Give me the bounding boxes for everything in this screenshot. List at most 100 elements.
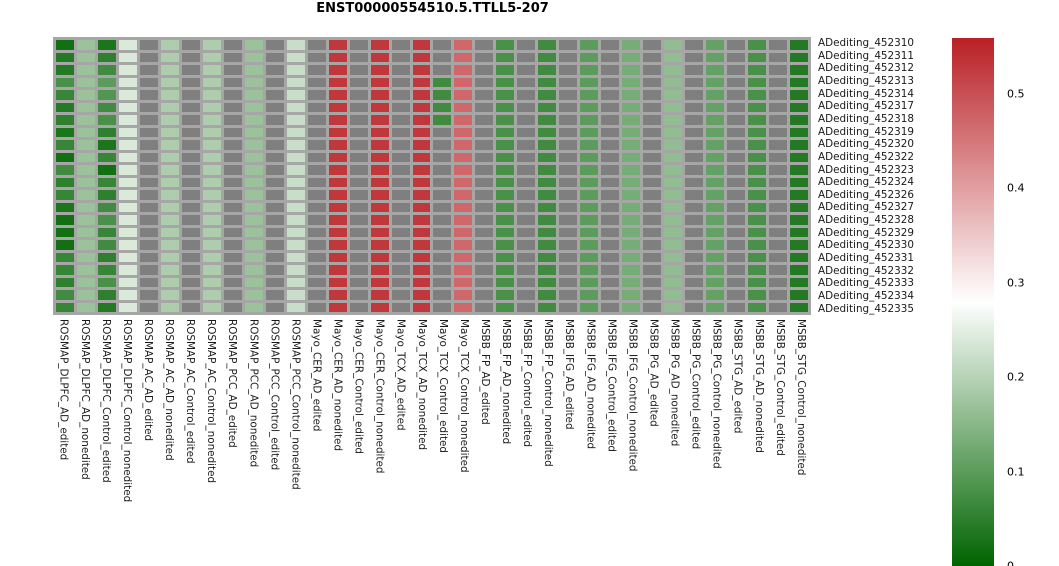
heatmap-cell xyxy=(748,140,767,150)
column-label: MSBB_IFG_AD_nonedited xyxy=(584,319,597,450)
heatmap-cell xyxy=(349,65,368,75)
heatmap-cell xyxy=(685,240,704,250)
heatmap-cell xyxy=(76,177,95,187)
heatmap-cell xyxy=(118,290,137,300)
heatmap-cell xyxy=(748,52,767,62)
heatmap-cell xyxy=(223,102,242,112)
heatmap-cell xyxy=(706,40,725,50)
heatmap-cell xyxy=(769,115,788,125)
heatmap-cell xyxy=(790,115,808,125)
heatmap-cell xyxy=(56,252,74,262)
row-label: ADediting_452318 xyxy=(818,112,914,125)
heatmap-cell xyxy=(664,52,683,62)
heatmap-cell xyxy=(748,215,767,225)
heatmap-cell xyxy=(349,102,368,112)
heatmap-cell xyxy=(643,240,662,250)
heatmap-cell xyxy=(118,127,137,137)
heatmap-cell xyxy=(580,177,599,187)
heatmap-cell xyxy=(265,227,284,237)
heatmap-cell xyxy=(97,40,116,50)
heatmap-cell xyxy=(790,252,808,262)
heatmap-cell xyxy=(244,215,263,225)
heatmap-cell xyxy=(370,165,389,175)
heatmap-cell xyxy=(685,290,704,300)
heatmap-cell xyxy=(538,140,557,150)
heatmap-cell xyxy=(622,115,641,125)
heatmap-cell xyxy=(769,77,788,87)
heatmap-cell xyxy=(664,202,683,212)
heatmap-cell xyxy=(56,40,74,50)
heatmap-cell xyxy=(76,152,95,162)
heatmap-cell xyxy=(664,177,683,187)
heatmap-cell xyxy=(412,252,431,262)
row-label: ADediting_452330 xyxy=(818,239,914,252)
heatmap-cell xyxy=(412,102,431,112)
heatmap-cell xyxy=(685,202,704,212)
column-label: ROSMAP_DLPFC_AD_nonedited xyxy=(78,319,91,480)
heatmap-cell xyxy=(664,115,683,125)
heatmap-cell xyxy=(601,265,620,275)
heatmap-cell xyxy=(56,190,74,200)
heatmap-cell xyxy=(328,127,347,137)
heatmap-cell xyxy=(496,240,515,250)
heatmap-cell xyxy=(559,102,578,112)
heatmap-cell xyxy=(559,140,578,150)
heatmap-cell xyxy=(223,90,242,100)
heatmap-cell xyxy=(727,152,746,162)
heatmap-cell xyxy=(118,190,137,200)
heatmap-cell xyxy=(139,140,158,150)
heatmap-cell xyxy=(160,290,179,300)
heatmap-cell xyxy=(517,127,536,137)
heatmap-cell xyxy=(56,140,74,150)
heatmap-cell xyxy=(664,277,683,287)
heatmap-cell xyxy=(664,77,683,87)
heatmap-cell xyxy=(475,165,494,175)
heatmap-cell xyxy=(244,240,263,250)
column-label: Mayo_TCX_Control_edited xyxy=(436,319,449,454)
heatmap-cell xyxy=(97,265,116,275)
heatmap-cell xyxy=(349,115,368,125)
heatmap-cell xyxy=(496,152,515,162)
heatmap-cell xyxy=(56,102,74,112)
heatmap-cell xyxy=(580,127,599,137)
heatmap-cell xyxy=(706,65,725,75)
column-label-slot: Mayo_CER_Control_edited xyxy=(348,319,369,566)
heatmap-cell xyxy=(97,65,116,75)
heatmap-cell xyxy=(56,227,74,237)
heatmap-cell xyxy=(118,90,137,100)
heatmap-cell xyxy=(706,177,725,187)
heatmap-cell xyxy=(97,102,116,112)
heatmap-cell xyxy=(76,40,95,50)
heatmap-cell xyxy=(685,277,704,287)
heatmap-cell xyxy=(769,290,788,300)
heatmap-cell xyxy=(181,252,200,262)
heatmap-cell xyxy=(328,152,347,162)
heatmap-cell xyxy=(706,115,725,125)
heatmap-cell xyxy=(118,227,137,237)
heatmap-cell xyxy=(139,265,158,275)
heatmap-cell xyxy=(790,302,808,312)
heatmap-cell xyxy=(370,127,389,137)
heatmap-cell xyxy=(559,190,578,200)
heatmap-cell xyxy=(76,265,95,275)
heatmap-cell xyxy=(454,115,473,125)
heatmap-cell xyxy=(181,277,200,287)
heatmap-cell xyxy=(370,65,389,75)
heatmap-cell xyxy=(76,190,95,200)
heatmap-cell xyxy=(580,290,599,300)
heatmap-cell xyxy=(56,115,74,125)
heatmap-cell xyxy=(601,240,620,250)
heatmap-cell xyxy=(727,265,746,275)
heatmap-cell xyxy=(706,277,725,287)
column-label: ROSMAP_AC_AD_edited xyxy=(141,319,154,442)
heatmap-cell xyxy=(223,277,242,287)
heatmap-cell xyxy=(580,115,599,125)
heatmap-cell xyxy=(160,52,179,62)
heatmap-cell xyxy=(706,252,725,262)
colorbar-tick-label: 0.3 xyxy=(1007,276,1025,290)
heatmap-cell xyxy=(538,52,557,62)
heatmap-cell xyxy=(454,302,473,312)
column-label-slot: Mayo_TCX_Control_nonedited xyxy=(453,319,474,566)
heatmap-cell xyxy=(76,290,95,300)
column-label-slot: Mayo_CER_AD_edited xyxy=(306,319,327,566)
